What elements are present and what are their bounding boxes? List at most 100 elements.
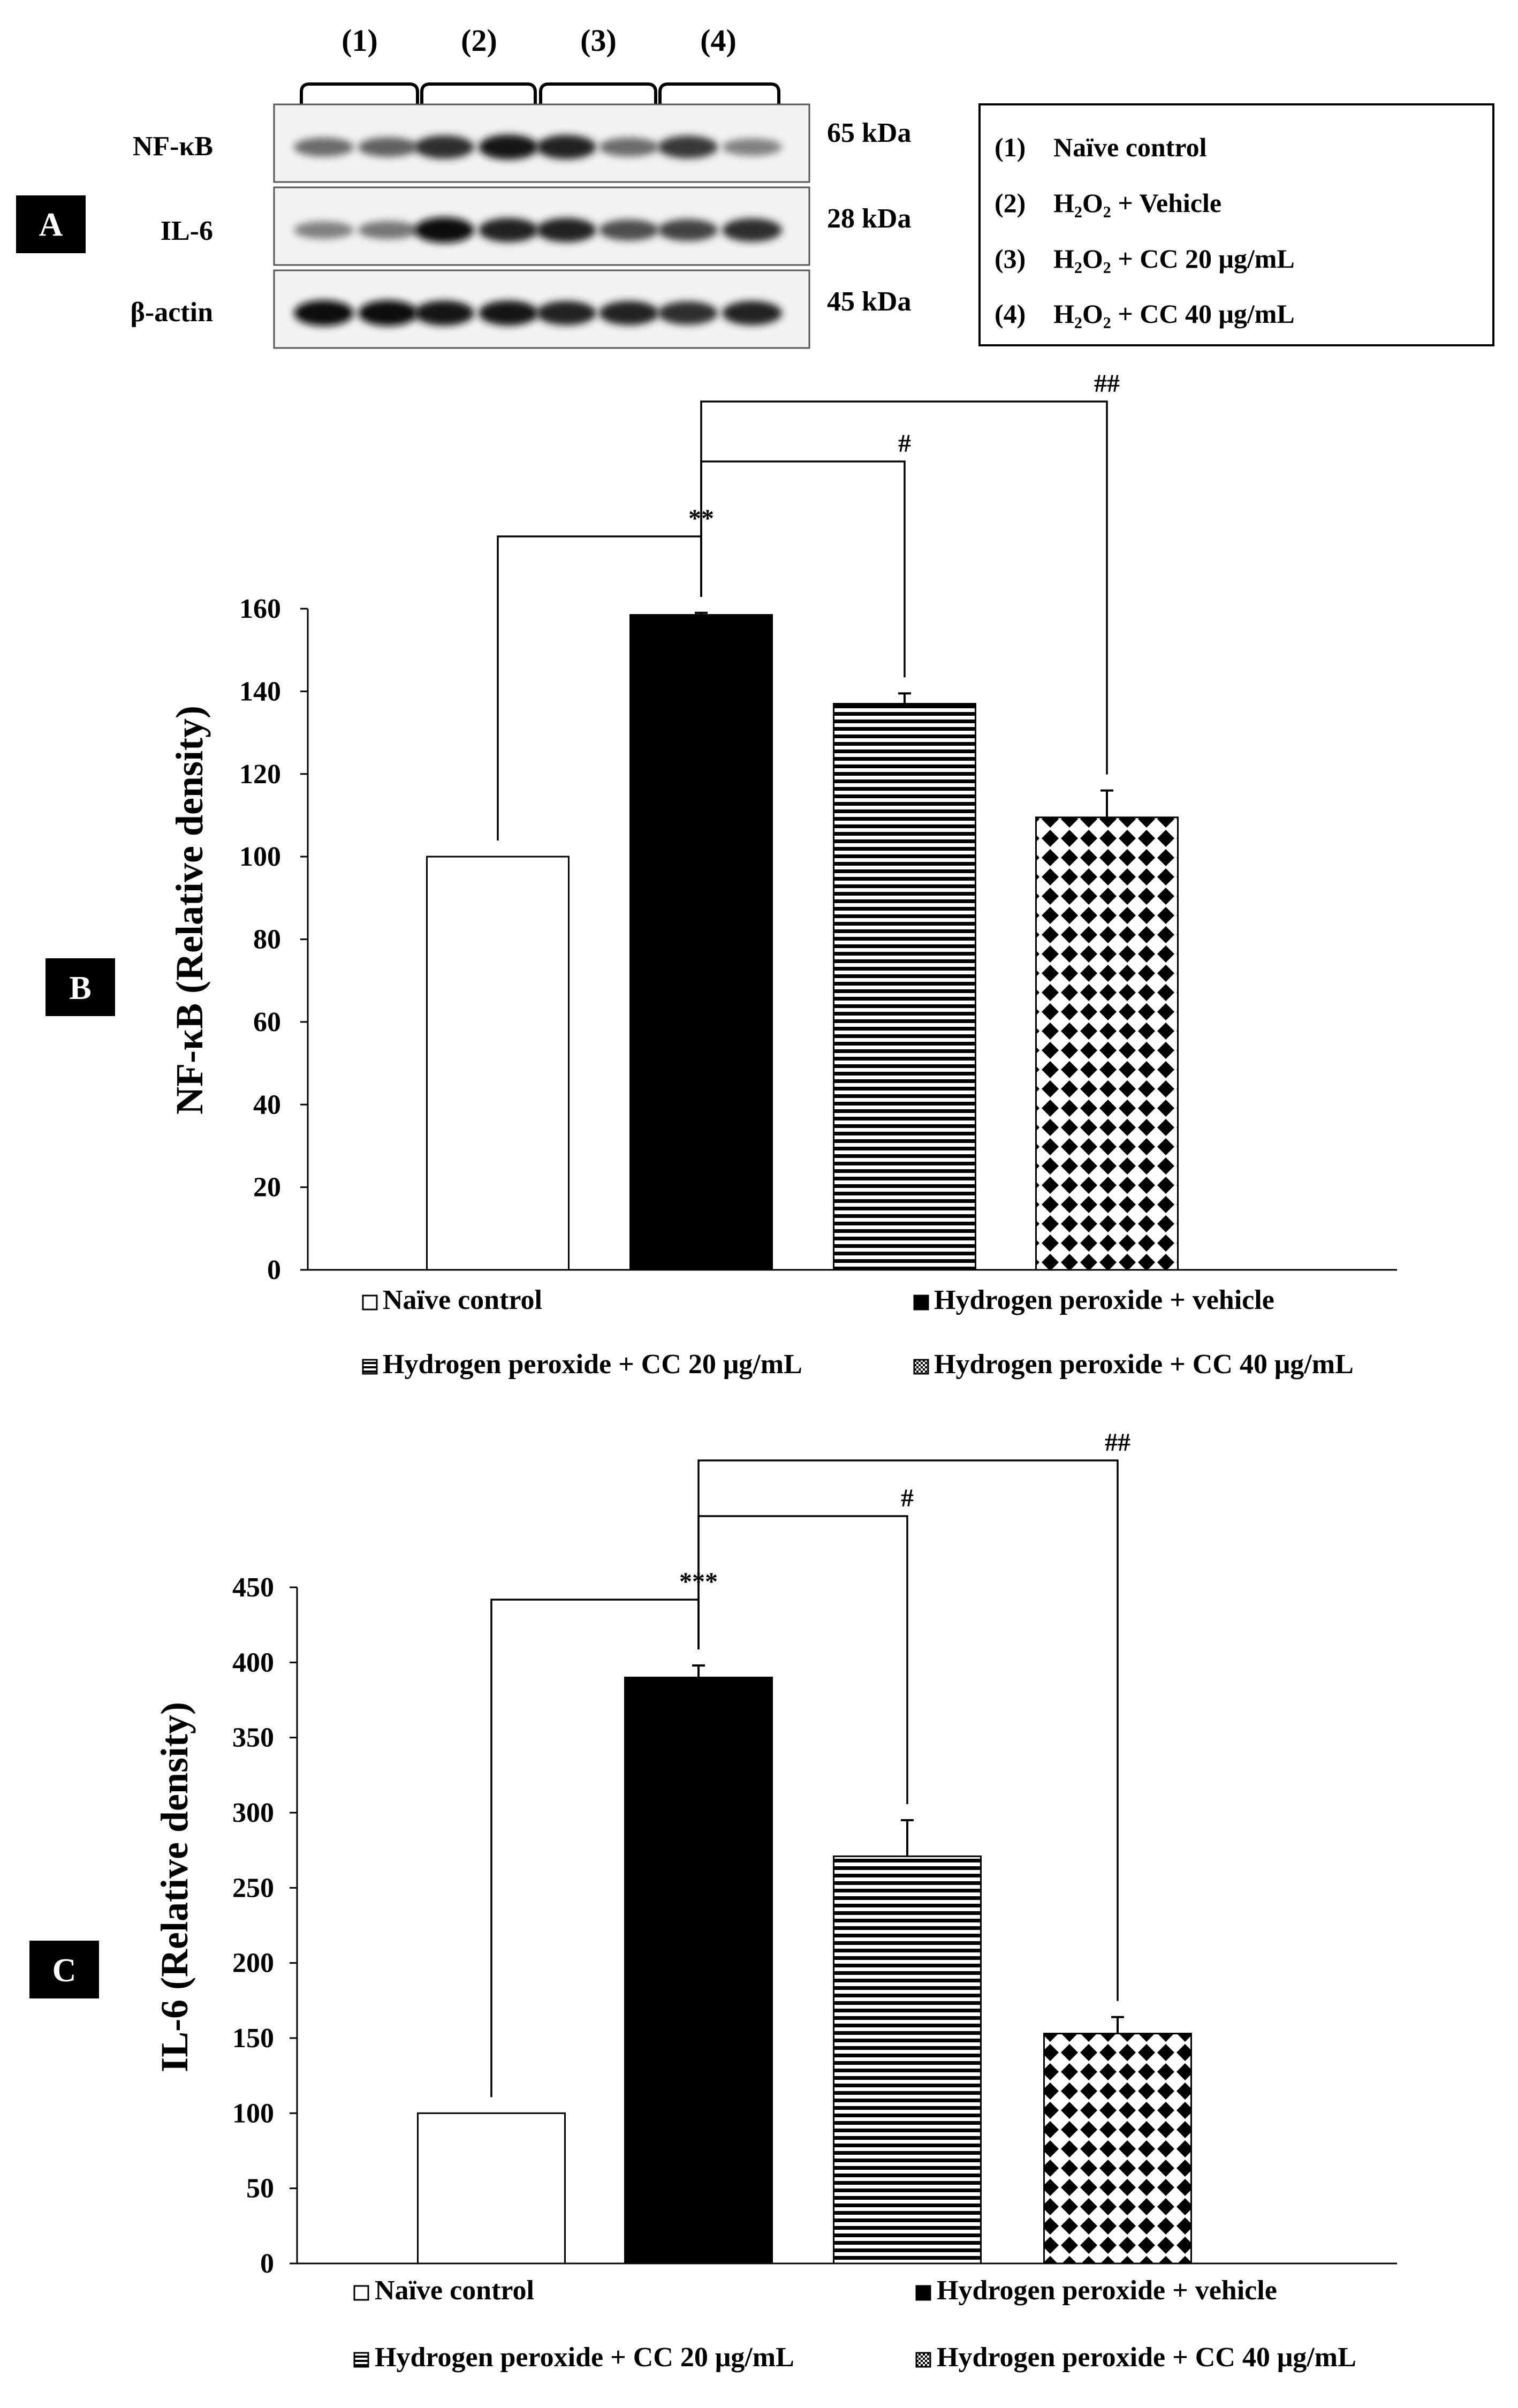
chart-b-sig-bracket-3 (700, 400, 1108, 775)
chart-b-ytick-label: 40 (253, 1089, 281, 1120)
chart-b-legend-label-3: Hydrogen peroxide + CC 20 μg/mL (383, 1349, 802, 1380)
blot-kda-nfkb: 65 kDa (827, 118, 911, 148)
chart-c-ylabel: IL-6 (Relative density) (153, 1702, 196, 2072)
blot-band (358, 137, 418, 157)
chart-b-sig-label-2: # (898, 429, 911, 458)
blot-band (479, 134, 538, 160)
chart-b-legend-label-1: Naïve control (383, 1285, 542, 1315)
lane-brace-2 (420, 82, 537, 104)
chart-c-ytick-label: 250 (232, 1873, 274, 1903)
panel-c: C IL-6 (Relative density) 0 50 100 150 200 25… (29, 1428, 1397, 2373)
chart-b-ytick-label: 140 (239, 676, 281, 707)
chart-b-legend-swatch-1 (362, 1294, 378, 1311)
chart-c-bar-4 (1043, 2033, 1192, 2265)
blot-band (658, 219, 718, 241)
chart-b-legend-swatch-2 (913, 1294, 929, 1311)
blot-legend-num-1: (1) (995, 132, 1026, 162)
blot-protein-nfkb: NF-κB (133, 131, 213, 162)
blot-legend-num-3: (3) (995, 244, 1026, 274)
chart-b-bar-1 (426, 855, 570, 1271)
chart-c-ytick-label: 450 (232, 1572, 274, 1603)
chart-c-sig-bracket-3 (697, 1459, 1119, 2001)
blot-band (294, 300, 354, 326)
panel-b: B NF-κB (Relative density) 0 20 40 60 80 100 1… (45, 369, 1397, 1380)
lane-group-3: (3) (580, 23, 617, 58)
blot-legend-text-1: Naïve control (1053, 132, 1207, 162)
blot-band (294, 221, 354, 239)
chart-c-ytick-label: 400 (232, 1647, 274, 1678)
chart-b-sig-label-3: ## (1094, 369, 1120, 398)
lane-group-2: (2) (461, 23, 497, 58)
panel-a: A (1) (2) (3) (4) NF-κB IL-6 β-actin 65 … (16, 23, 1494, 349)
chart-b-ytick-label: 160 (239, 594, 281, 624)
chart-b-legend: Naïve control Hydrogen peroxide + vehicl… (362, 1285, 1354, 1380)
blot-band (414, 300, 474, 326)
panel-label-a-bg (16, 195, 86, 253)
blot-legend-num-2: (2) (995, 188, 1026, 218)
chart-c-bar-3 (833, 1855, 982, 2265)
blot-band (358, 221, 418, 239)
chart-b-ytick-label: 100 (239, 842, 281, 872)
lane-brace-3 (539, 82, 657, 104)
chart-b-ylabel: NF-κB (Relative density) (168, 706, 211, 1115)
lane-group-1: (1) (341, 23, 378, 58)
chart-c-legend-swatch-2 (915, 2285, 931, 2301)
blot-band (599, 138, 659, 157)
blot-legend-frame (978, 103, 1494, 346)
chart-b-bar-4 (1035, 816, 1179, 1271)
chart-c-ytick-label: 150 (232, 2023, 274, 2054)
lane-brace-4 (658, 82, 780, 104)
blot-band (536, 301, 596, 325)
blot-band (414, 217, 474, 243)
blot-strips (273, 103, 810, 349)
lane-group-braces: (1) (2) (3) (4) (300, 23, 780, 104)
chart-c-legend: Naïve control Hydrogen peroxide + vehicl… (353, 2275, 1356, 2373)
chart-b-ytick-label: 80 (253, 925, 281, 955)
blot-band (536, 135, 596, 160)
blot-band (479, 300, 538, 326)
panel-label-b: B (69, 970, 91, 1006)
blot-band (536, 218, 596, 243)
blot-band (358, 300, 418, 326)
blot-legend-num-4: (4) (995, 299, 1026, 329)
blot-kda-bactin: 45 kDa (827, 286, 911, 317)
chart-c-ytick-label: 50 (246, 2174, 274, 2204)
chart-c-legend-swatch-4 (915, 2352, 931, 2368)
chart-c-sig-label-2: # (901, 1484, 914, 1512)
panel-label-c: C (52, 1952, 77, 1989)
blot-protein-bactin: β-actin (131, 297, 214, 328)
blot-kda-il6: 28 kDa (827, 203, 911, 234)
chart-c-bar-1 (417, 2112, 566, 2265)
blot-band (722, 218, 782, 242)
lane-group-4: (4) (700, 23, 737, 58)
blot-band (722, 138, 782, 156)
chart-c-legend-label-1: Naïve control (375, 2275, 534, 2306)
chart-c-legend-swatch-3 (353, 2352, 369, 2368)
chart-c-legend-label-2: Hydrogen peroxide + vehicle (937, 2275, 1277, 2306)
panel-label-b-bg (45, 958, 115, 1016)
chart-c-ytick-label: 0 (260, 2248, 274, 2279)
blot-legend-box: (1) Naïve control (2) H₂O₂ + Vehicle (3)… (978, 103, 1494, 346)
chart-b-legend-swatch-3 (362, 1359, 378, 1375)
chart-c-ytick-label: 300 (232, 1798, 274, 1828)
blot-band (599, 301, 659, 325)
lane-brace-1 (300, 82, 419, 104)
blot-band (658, 135, 718, 158)
chart-c-legend-label-4: Hydrogen peroxide + CC 40 μg/mL (937, 2342, 1356, 2373)
chart-b-ytick-label: 20 (253, 1172, 281, 1203)
chart-c-ytick-label: 200 (232, 1948, 274, 1979)
blot-band (722, 301, 782, 325)
chart-b-ytick-label: 60 (253, 1007, 281, 1038)
blot-legend-text-3: H₂O₂ + CC 20 μg/mL (1053, 244, 1295, 274)
blot-protein-il6: IL-6 (161, 216, 213, 246)
chart-b-legend-swatch-4 (913, 1359, 929, 1375)
chart-b-bar-3 (833, 703, 976, 1271)
chart-c-legend-swatch-1 (353, 2285, 369, 2301)
chart-c-ytick-label: 350 (232, 1723, 274, 1753)
blot-band (658, 301, 718, 325)
chart-b-bar-2 (629, 614, 773, 1271)
chart-c-legend-label-3: Hydrogen peroxide + CC 20 μg/mL (375, 2342, 794, 2373)
